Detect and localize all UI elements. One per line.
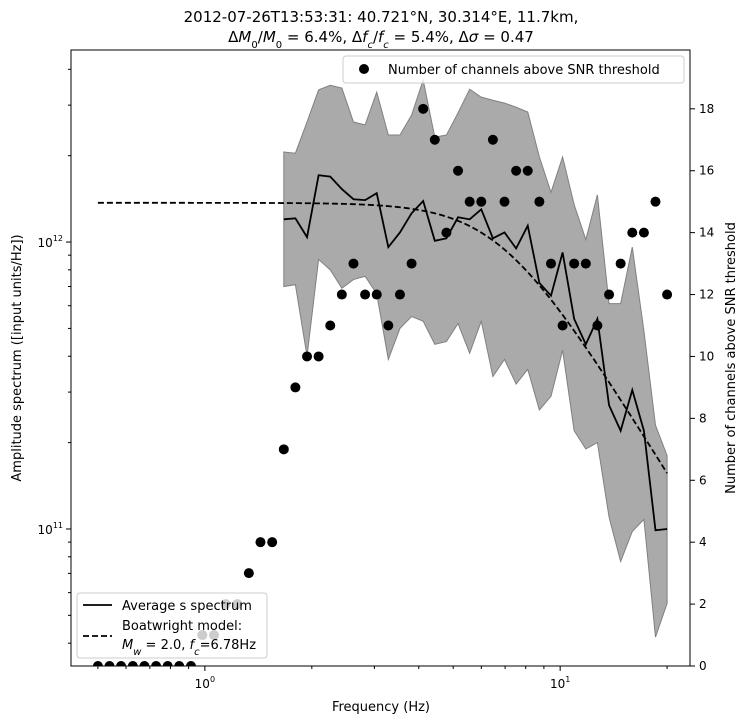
legend-label-model: Boatwright model: xyxy=(122,619,242,634)
x-axis-ticks: 100 101 xyxy=(97,666,668,691)
spectrum-range-band xyxy=(283,78,668,638)
x-axis-label: Frequency (Hz) xyxy=(332,700,430,715)
y-right-tick-label: 0 xyxy=(699,659,707,673)
y-tick-label: 1012 xyxy=(38,234,63,250)
snr-count-point xyxy=(139,661,150,666)
snr-count-point xyxy=(557,320,568,331)
snr-count-point xyxy=(116,661,127,666)
y-right-tick-label: 12 xyxy=(699,288,714,302)
y-right-axis-label: Number of channels above SNR threshold xyxy=(724,222,739,494)
average-spectrum-line xyxy=(283,174,668,532)
snr-count-point xyxy=(336,289,347,300)
snr-count-point xyxy=(453,165,464,176)
snr-count-point xyxy=(92,661,103,666)
snr-count-point xyxy=(638,227,649,238)
snr-count-point xyxy=(290,382,301,393)
snr-count-point xyxy=(569,258,580,269)
y-right-tick-label: 4 xyxy=(699,535,707,549)
boatwright-model-curve xyxy=(97,201,668,474)
snr-count-point xyxy=(441,227,452,238)
snr-count-point xyxy=(511,165,522,176)
average-spectrum-polyline xyxy=(283,174,668,532)
plot-frame xyxy=(70,49,691,667)
snr-count-point xyxy=(151,661,162,666)
snr-count-point xyxy=(348,258,359,269)
snr-count-point xyxy=(127,661,138,666)
snr-count-point xyxy=(627,227,638,238)
y-right-axis-ticks: 0 2 4 6 8 10 12 14 16 18 xyxy=(690,102,714,673)
snr-count-point xyxy=(383,320,394,331)
snr-count-point xyxy=(522,165,533,176)
y-right-tick-label: 16 xyxy=(699,164,714,178)
snr-count-point xyxy=(104,661,115,666)
snr-count-point xyxy=(418,103,429,114)
legend-label-average: Average s spectrum xyxy=(122,599,252,614)
snr-count-point xyxy=(545,258,556,269)
snr-count-point xyxy=(650,196,661,207)
snr-count-point xyxy=(243,568,254,579)
legend-bottom-left: Average s spectrum Boatwright model: Mw … xyxy=(76,592,268,659)
y-right-tick-label: 14 xyxy=(699,226,714,240)
snr-count-point xyxy=(662,289,673,300)
legend-top-right: Number of channels above SNR threshold xyxy=(342,55,685,84)
snr-count-point xyxy=(499,196,510,207)
snr-count-point xyxy=(406,258,417,269)
snr-count-point xyxy=(174,661,185,666)
snr-count-point xyxy=(476,196,487,207)
snr-count-point xyxy=(302,351,313,362)
x-tick-label: 100 xyxy=(195,675,215,691)
y-left-axis-label: Amplitude spectrum ([input units/Hz]) xyxy=(10,234,25,481)
y-right-tick-label: 6 xyxy=(699,473,707,487)
snr-count-point xyxy=(313,351,324,362)
chart-title-line1: 2012-07-26T13:53:31: 40.721°N, 30.314°E,… xyxy=(184,8,579,26)
legend-label-snr: Number of channels above SNR threshold xyxy=(388,63,660,78)
snr-count-point xyxy=(592,320,603,331)
snr-count-point xyxy=(162,661,173,666)
snr-count-point xyxy=(325,320,336,331)
y-right-tick-label: 18 xyxy=(699,102,714,116)
snr-count-point xyxy=(394,289,405,300)
y-left-axis-ticks: 1011 1012 xyxy=(38,68,71,644)
snr-count-point xyxy=(534,196,545,207)
y-right-tick-label: 10 xyxy=(699,349,714,363)
chart-title-line2: ΔM0/M0 = 6.4%, Δfc/fc = 5.4%, Δσ = 0.47 xyxy=(228,28,534,51)
snr-count-point xyxy=(487,134,498,145)
snr-count-point xyxy=(580,258,591,269)
legend-dot-marker xyxy=(359,64,369,74)
snr-count-point xyxy=(185,661,196,666)
y-right-tick-label: 8 xyxy=(699,411,707,425)
snr-count-point xyxy=(429,134,440,145)
legend-label-model-params: Mw = 2.0, fc=6.78Hz xyxy=(122,638,256,658)
snr-count-point xyxy=(278,444,289,455)
x-tick-label: 101 xyxy=(550,675,570,691)
snr-count-point xyxy=(360,289,371,300)
y-right-tick-label: 2 xyxy=(699,597,707,611)
snr-count-point xyxy=(255,537,266,548)
snr-count-point xyxy=(604,289,615,300)
snr-count-point xyxy=(464,196,475,207)
snr-count-point xyxy=(267,537,278,548)
snr-count-point xyxy=(615,258,626,269)
range-band-area xyxy=(283,78,668,638)
snr-count-point xyxy=(371,289,382,300)
y-tick-label: 1011 xyxy=(38,521,63,537)
model-polyline xyxy=(97,201,668,474)
